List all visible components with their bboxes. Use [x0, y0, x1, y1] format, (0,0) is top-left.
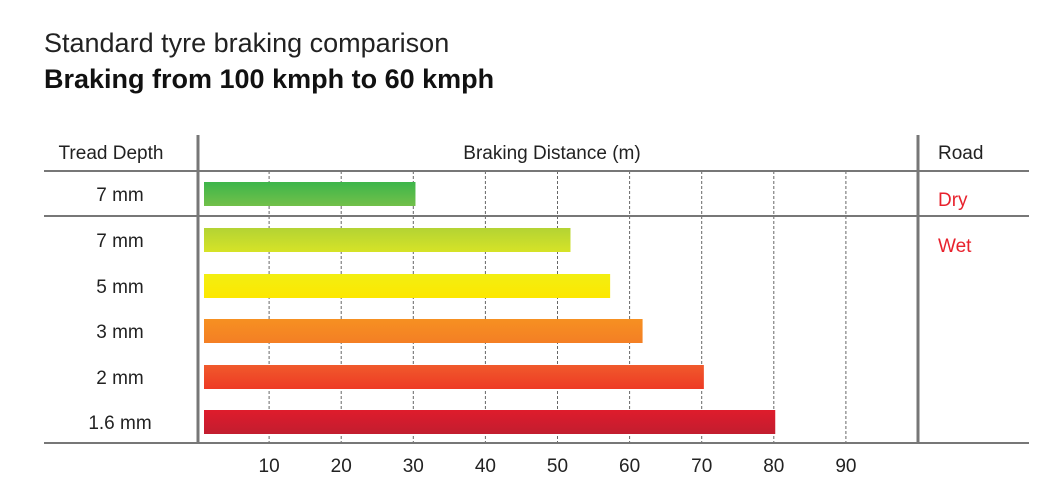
- x-tick-label: 90: [835, 456, 856, 477]
- chart-title: Standard tyre braking comparison: [44, 28, 450, 58]
- bar: [204, 274, 611, 298]
- x-tick-label: 70: [691, 456, 712, 477]
- x-tick-label: 80: [763, 456, 784, 477]
- x-tick-label: 30: [403, 456, 424, 477]
- category-label: 1.6 mm: [88, 413, 151, 434]
- group-label: Dry: [938, 190, 968, 211]
- x-tick-label: 40: [475, 456, 496, 477]
- row-header: Tread Depth: [59, 143, 164, 164]
- x-tick-label: 20: [331, 456, 352, 477]
- x-axis-label: Braking Distance (m): [463, 143, 640, 164]
- category-label: 7 mm: [96, 185, 144, 206]
- bar: [204, 182, 416, 206]
- category-label: 5 mm: [96, 277, 144, 298]
- bar: [204, 410, 776, 434]
- category-label: 2 mm: [96, 368, 144, 389]
- category-label: 7 mm: [96, 231, 144, 252]
- bar: [204, 228, 571, 252]
- x-tick-label: 10: [259, 456, 280, 477]
- bar: [204, 365, 704, 389]
- chart-subtitle: Braking from 100 kmph to 60 kmph: [44, 64, 495, 94]
- group-label: Wet: [938, 236, 972, 257]
- x-tick-label: 60: [619, 456, 640, 477]
- bar: [204, 319, 643, 343]
- x-tick-label: 50: [547, 456, 568, 477]
- category-label: 3 mm: [96, 322, 144, 343]
- group-header: Road: [938, 143, 983, 164]
